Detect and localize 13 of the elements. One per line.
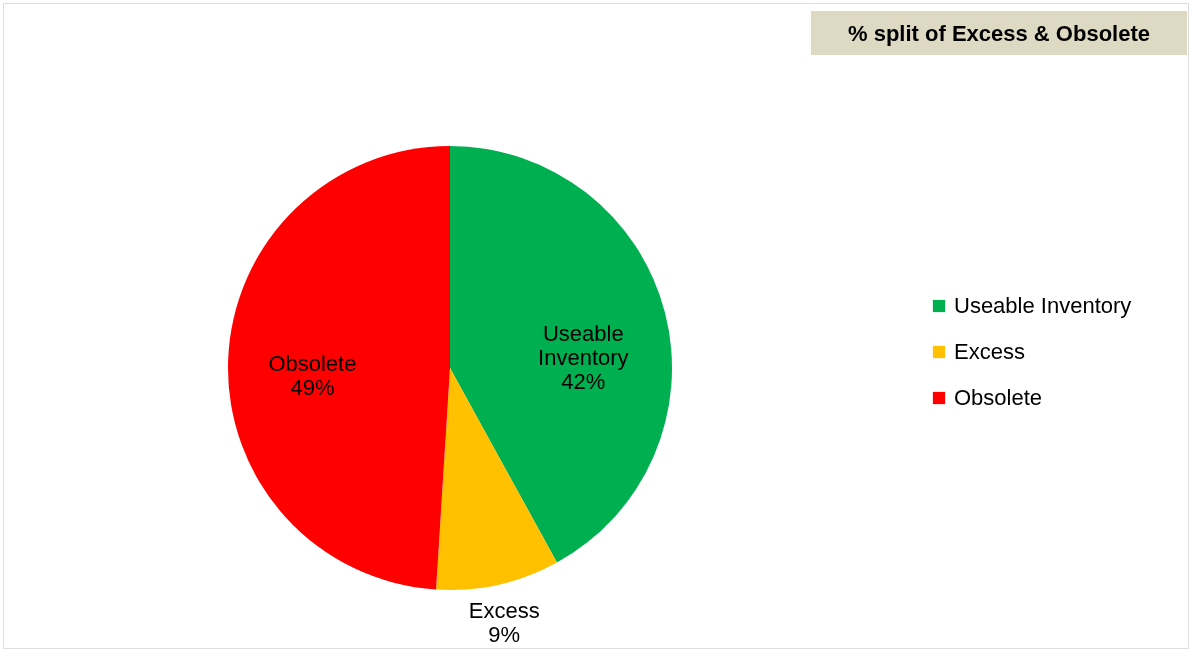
slice-label: Excess: [468, 597, 540, 623]
pie-slice: [436, 368, 557, 590]
pie-slice: [450, 146, 672, 563]
legend-label: Excess: [954, 339, 1025, 364]
slice-label: Useable Inventory: [538, 320, 629, 370]
legend-label: Useable Inventory: [954, 293, 1132, 318]
legend-label: Obsolete: [954, 385, 1043, 410]
slice-label: Obsolete: [268, 350, 357, 376]
pie-slice: [228, 146, 450, 590]
data-label: 9%: [488, 621, 521, 647]
data-label: 42%: [561, 368, 606, 394]
data-label: 49%: [290, 374, 335, 400]
chart-title: % split of Excess & Obsolete: [848, 21, 1150, 46]
